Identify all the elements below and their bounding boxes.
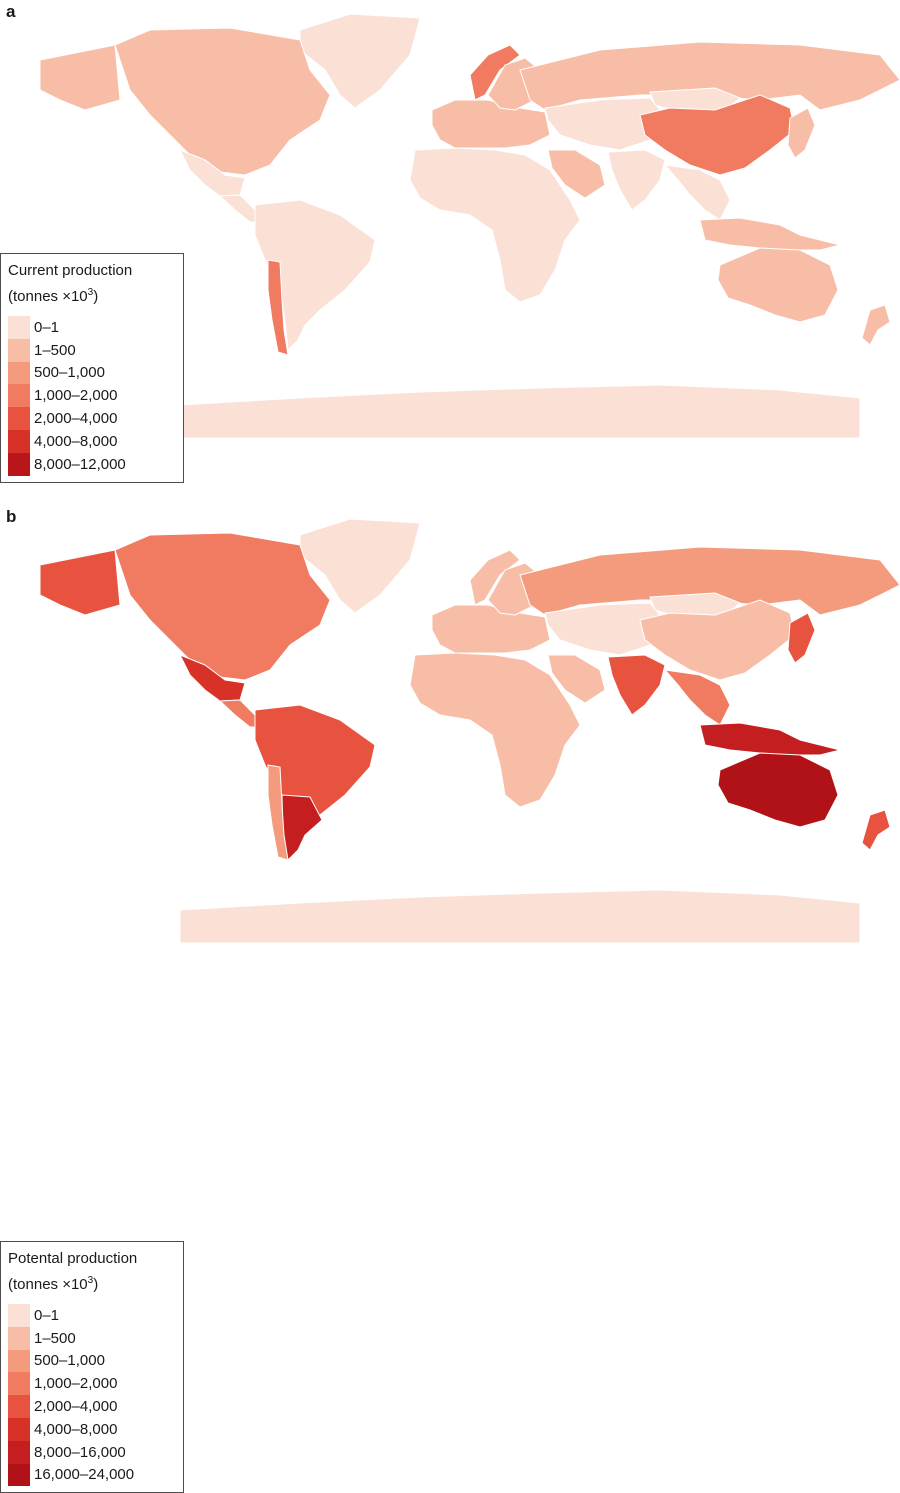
legend-swatch	[8, 361, 30, 385]
legend-label: 0–1	[34, 1306, 60, 1324]
region-antarctica	[179, 889, 861, 944]
region-indonesia	[699, 722, 841, 756]
legend-swatch	[8, 1440, 30, 1464]
legend-classes: 0–1 1–500 500–1,000 1,000–2,000 2,000–4,000 4…	[8, 1304, 175, 1487]
panel-a-current-production: a Current production (tonnes ×103) 0–1 1–…	[0, 0, 900, 490]
region-central-asia	[544, 602, 661, 656]
region-japan	[787, 107, 816, 159]
legend-title: Potental production (tonnes ×103)	[8, 1248, 175, 1296]
region-chile	[267, 764, 289, 861]
legend-swatch	[8, 316, 30, 339]
region-north-america	[114, 27, 331, 176]
legend-row: 500–1,000	[8, 1349, 175, 1373]
legend-title: Current production (tonnes ×103)	[8, 260, 175, 308]
region-africa	[409, 652, 581, 808]
legend-swatch	[8, 429, 30, 453]
legend-title-line1: Current production	[8, 262, 133, 279]
region-norway	[469, 44, 521, 101]
legend-swatch	[8, 1372, 30, 1396]
region-alaska	[39, 44, 121, 111]
legend-label: 4,000–8,000	[34, 432, 118, 450]
legend-swatch	[8, 1349, 30, 1373]
legend-label: 0–1	[34, 318, 60, 336]
region-australia	[717, 247, 839, 323]
legend-row: 1–500	[8, 338, 175, 362]
legend-label: 8,000–16,000	[34, 1443, 126, 1461]
panel-letter: a	[6, 2, 16, 21]
region-alaska	[39, 549, 121, 616]
legend-label: 500–1,000	[34, 364, 105, 382]
legend-row: 0–1	[8, 1304, 175, 1327]
region-india	[607, 149, 666, 211]
legend-row: 0–1	[8, 316, 175, 339]
region-greenland	[299, 518, 421, 614]
panel-letter: b	[6, 507, 17, 526]
map-current-production	[39, 13, 900, 439]
map-regions	[39, 518, 900, 944]
legend-swatch	[8, 384, 30, 408]
legend-label: 500–1,000	[34, 1352, 105, 1370]
region-india	[607, 654, 666, 716]
legend-swatch	[8, 407, 30, 430]
region-china	[639, 94, 796, 176]
legend-label: 4,000–8,000	[34, 1420, 118, 1438]
legend-label: 8,000–12,000	[34, 455, 126, 473]
legend-title-units: (tonnes ×103)	[8, 287, 99, 305]
legend-row: 4,000–8,000	[8, 429, 175, 453]
legend-label: 2,000–4,000	[34, 1398, 118, 1416]
region-japan	[787, 612, 816, 664]
region-china	[639, 599, 796, 681]
legend-row: 1–500	[8, 1326, 175, 1350]
region-arabia	[547, 149, 606, 199]
legend: Potental production (tonnes ×103) 0–1 1–5…	[0, 1241, 184, 1493]
region-central-asia	[544, 97, 661, 151]
region-new-zealand	[861, 304, 891, 346]
legend-row: 8,000–12,000	[8, 452, 175, 476]
legend-title-line1: Potental production	[8, 1250, 138, 1267]
legend-row: 4,000–8,000	[8, 1417, 175, 1441]
legend-swatch	[8, 1417, 30, 1441]
region-greenland	[299, 13, 421, 109]
region-indonesia	[699, 217, 841, 251]
region-norway	[469, 549, 521, 606]
region-africa	[409, 147, 581, 303]
legend-swatch	[8, 338, 30, 362]
region-europe	[431, 604, 551, 654]
map-potential-production	[39, 518, 900, 944]
legend-classes: 0–1 1–500 500–1,000 1,000–2,000 2,000–4,000 4…	[8, 316, 175, 476]
legend-swatch	[8, 452, 30, 476]
region-chile	[267, 259, 289, 356]
legend-row: 1,000–2,000	[8, 1372, 175, 1396]
region-north-america	[114, 532, 331, 681]
legend-label: 1,000–2,000	[34, 387, 118, 405]
legend-swatch	[8, 1463, 30, 1487]
legend: Current production (tonnes ×103) 0–1 1–50…	[0, 253, 184, 483]
region-australia	[717, 752, 839, 828]
legend-label: 16,000–24,000	[34, 1466, 135, 1484]
region-arabia	[547, 654, 606, 704]
legend-label: 1–500	[34, 1329, 76, 1347]
panel-b-potential-production: b Potental production (tonnes ×103) 0–1 1…	[0, 505, 900, 1493]
legend-swatch	[8, 1304, 30, 1327]
legend-row: 16,000–24,000	[8, 1463, 175, 1487]
legend-row: 8,000–16,000	[8, 1440, 175, 1464]
legend-row: 500–1,000	[8, 361, 175, 385]
legend-swatch	[8, 1326, 30, 1350]
legend-label: 1,000–2,000	[34, 1375, 118, 1393]
region-europe	[431, 99, 551, 149]
legend-row: 2,000–4,000	[8, 1395, 175, 1418]
legend-row: 1,000–2,000	[8, 384, 175, 408]
legend-label: 2,000–4,000	[34, 410, 118, 428]
legend-label: 1–500	[34, 341, 76, 359]
region-new-zealand	[861, 809, 891, 851]
legend-title-units: (tonnes ×103)	[8, 1275, 99, 1293]
legend-swatch	[8, 1395, 30, 1418]
region-antarctica	[179, 384, 861, 439]
legend-row: 2,000–4,000	[8, 407, 175, 430]
